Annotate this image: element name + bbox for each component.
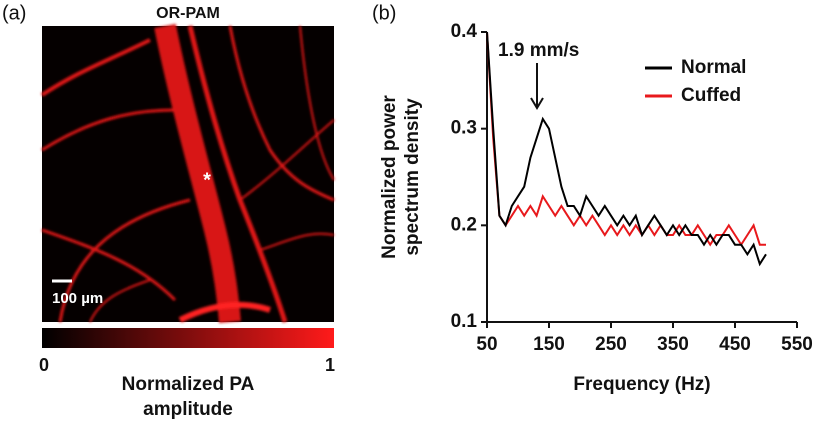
x-tick-label: 50 [476, 334, 497, 355]
x-tick-label: 250 [595, 334, 627, 355]
pam-image [42, 26, 334, 322]
colorbar-tick: 1 [325, 355, 335, 375]
panel-label: (a) [2, 2, 26, 24]
colorbar-label: amplitude [143, 399, 233, 420]
vessels [40, 23, 335, 323]
y-tick-label: 0.4 [451, 21, 478, 42]
colorbar-label: Normalized PA [122, 374, 255, 395]
colorbar [42, 328, 334, 348]
annotation: 1.9 mm/s [498, 40, 579, 61]
x-tick-label: 450 [719, 334, 751, 355]
legend-label: Normal [681, 57, 746, 78]
y-axis-label: spectrum density [402, 98, 423, 256]
x-tick-label: 150 [533, 334, 565, 355]
series-line [486, 31, 766, 247]
x-axis-label: Frequency (Hz) [573, 374, 710, 395]
series-line [486, 31, 767, 267]
asterisk: * [203, 169, 211, 191]
scale-bar-label: 100 µm [52, 290, 103, 307]
annotation-arrow [530, 63, 544, 110]
x-tick-label: 550 [781, 334, 813, 355]
image-title: OR-PAM [156, 5, 220, 22]
colorbar-tick: 0 [39, 355, 49, 375]
panel-label: (b) [372, 2, 396, 24]
legend-label: Cuffed [681, 85, 741, 106]
y-tick-label: 0.3 [451, 118, 477, 139]
y-tick-label: 0.1 [451, 311, 478, 332]
x-tick-label: 350 [657, 334, 689, 355]
y-tick-label: 0.2 [451, 214, 477, 235]
y-axis-label: Normalized power [379, 95, 400, 259]
